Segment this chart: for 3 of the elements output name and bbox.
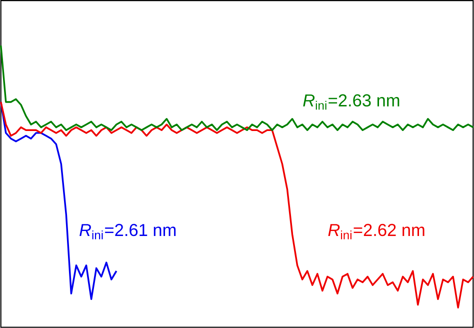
annotation: R$_{ini}$=2.63 nm xyxy=(303,94,400,110)
annotation: R$_{ini}$=2.62 nm xyxy=(328,224,424,240)
annotation: R$_{ini}$=2.61 nm xyxy=(80,224,176,240)
